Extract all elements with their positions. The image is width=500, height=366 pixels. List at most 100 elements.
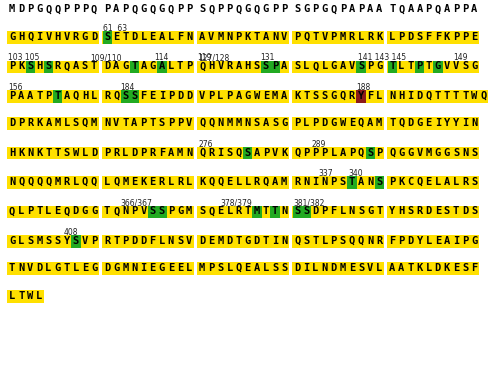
Bar [356, 60, 366, 73]
Text: 276: 276 [198, 140, 212, 149]
Text: F: F [367, 91, 374, 101]
Text: R: R [104, 236, 110, 246]
Text: L: L [376, 91, 382, 101]
Text: V: V [416, 147, 422, 157]
Text: H: H [398, 206, 404, 216]
Bar [387, 176, 480, 189]
Text: R: R [236, 206, 242, 216]
Text: R: R [104, 91, 110, 101]
Text: L: L [426, 236, 432, 246]
Text: W: W [72, 147, 79, 157]
Bar [302, 206, 311, 218]
Text: Q: Q [46, 4, 52, 14]
Text: N: N [18, 263, 25, 273]
Text: Q: Q [113, 206, 119, 216]
Text: A: A [444, 4, 450, 14]
Text: W: W [340, 118, 346, 128]
Bar [387, 90, 488, 102]
Text: V: V [453, 61, 459, 71]
Text: H: H [36, 61, 43, 71]
Text: I: I [272, 236, 278, 246]
Text: 408: 408 [64, 228, 78, 237]
Text: E: E [349, 118, 355, 128]
Text: P: P [122, 236, 128, 246]
Text: T: T [18, 291, 25, 300]
Text: D: D [322, 118, 328, 128]
Text: D: D [408, 32, 414, 42]
Text: D: D [416, 91, 422, 101]
Text: T: T [104, 206, 110, 216]
Bar [270, 60, 280, 73]
Text: K: K [398, 177, 404, 187]
Text: L: L [104, 177, 110, 187]
Text: A: A [263, 118, 269, 128]
Text: M: M [218, 32, 224, 42]
Text: G: G [82, 206, 88, 216]
Text: S: S [367, 147, 374, 157]
Text: V: V [186, 236, 192, 246]
Bar [387, 60, 480, 73]
Bar [387, 206, 480, 218]
Text: Q: Q [27, 32, 34, 42]
Text: D: D [254, 236, 260, 246]
Text: H: H [82, 91, 88, 101]
Text: Y: Y [389, 206, 396, 216]
Text: S: S [254, 61, 260, 71]
Text: Q: Q [150, 4, 156, 14]
Text: N: N [122, 206, 128, 216]
Text: S: S [462, 61, 468, 71]
Text: T: T [64, 263, 70, 273]
Text: S: S [158, 118, 165, 128]
Bar [26, 60, 35, 73]
Text: L: L [398, 61, 404, 71]
Text: N: N [281, 206, 287, 216]
Text: A: A [444, 236, 450, 246]
Text: P: P [322, 206, 328, 216]
Text: 378/379: 378/379 [220, 198, 252, 208]
Text: S: S [416, 32, 422, 42]
Text: L: L [46, 263, 52, 273]
Text: L: L [218, 91, 224, 101]
Text: G: G [9, 236, 15, 246]
Text: T: T [36, 206, 43, 216]
Text: A: A [64, 91, 70, 101]
Text: K: K [36, 118, 43, 128]
Text: P: P [376, 147, 382, 157]
Text: L: L [303, 118, 310, 128]
Text: I: I [462, 118, 468, 128]
Text: T: T [462, 91, 468, 101]
Text: T: T [426, 61, 432, 71]
Text: E: E [226, 177, 232, 187]
Text: 188: 188 [356, 83, 370, 92]
Bar [374, 176, 384, 189]
Text: S: S [358, 206, 364, 216]
Text: D: D [199, 236, 205, 246]
Text: L: L [358, 32, 364, 42]
Text: S: S [303, 206, 310, 216]
Text: R: R [27, 118, 34, 128]
Text: E: E [453, 263, 459, 273]
Text: W: W [27, 291, 34, 300]
Text: P: P [312, 147, 318, 157]
Text: M: M [340, 32, 346, 42]
Text: R: R [113, 147, 119, 157]
Text: M: M [122, 263, 128, 273]
Text: G: G [330, 118, 337, 128]
Text: L: L [91, 91, 97, 101]
Text: V: V [140, 206, 146, 216]
Text: T: T [54, 147, 60, 157]
Text: S: S [340, 177, 346, 187]
Text: Y: Y [64, 236, 70, 246]
Text: G: G [408, 147, 414, 157]
Text: 381/382: 381/382 [293, 198, 324, 208]
Text: R: R [349, 32, 355, 42]
Text: Q: Q [91, 4, 97, 14]
Text: P: P [226, 91, 232, 101]
Bar [7, 31, 99, 44]
Text: M: M [376, 118, 382, 128]
Text: L: L [263, 263, 269, 273]
Text: L: L [322, 236, 328, 246]
Text: T: T [389, 61, 396, 71]
Text: S: S [177, 236, 183, 246]
Text: P: P [263, 147, 269, 157]
